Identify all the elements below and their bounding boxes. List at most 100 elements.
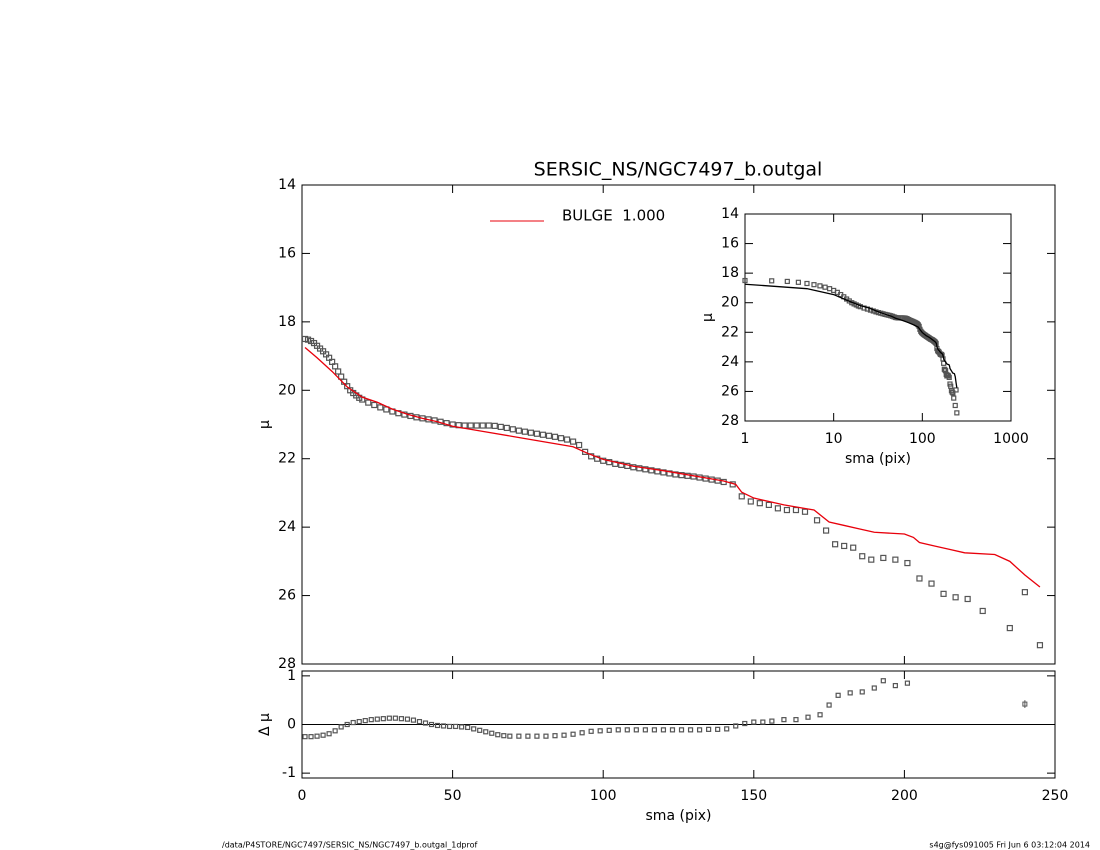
y-tick-label: 28	[278, 656, 296, 672]
data-point	[850, 544, 857, 551]
data-point	[1006, 624, 1013, 632]
data-point	[817, 283, 823, 289]
x-tick-label: 100	[590, 788, 617, 804]
data-point	[465, 724, 471, 731]
data-point	[642, 727, 648, 733]
y-tick-label: 22	[278, 451, 296, 467]
data-point	[724, 726, 730, 732]
data-point	[801, 508, 809, 515]
data-point	[471, 726, 477, 732]
data-point	[841, 542, 848, 550]
y-tick-label: 16	[721, 236, 739, 252]
data-point	[636, 465, 643, 472]
data-point	[859, 689, 865, 695]
x-tick-label: 100	[909, 431, 936, 447]
model-line	[744, 283, 958, 388]
data-point	[952, 402, 958, 409]
data-point	[832, 541, 839, 548]
data-point	[416, 718, 423, 725]
data-point	[332, 728, 338, 734]
data-point	[597, 728, 603, 734]
y-tick-label: 18	[278, 314, 296, 330]
data-point	[904, 559, 911, 567]
data-point	[467, 422, 474, 429]
data-point	[501, 733, 507, 739]
data-point	[781, 717, 787, 723]
data-point	[892, 682, 898, 689]
y-tick-label: 18	[721, 265, 739, 281]
data-point	[507, 733, 513, 739]
data-point	[612, 460, 619, 467]
data-point	[835, 692, 841, 698]
data-point	[932, 339, 938, 345]
data-point	[954, 410, 960, 416]
data-point	[302, 734, 308, 740]
data-point	[374, 716, 380, 722]
data-point	[459, 724, 465, 730]
data-point	[509, 426, 516, 433]
data-point	[950, 390, 956, 396]
data-point	[570, 731, 576, 737]
data-point	[1021, 589, 1028, 596]
data-point	[822, 527, 830, 534]
data-point	[479, 422, 486, 429]
x-tick-label: 1	[741, 431, 750, 447]
data-point	[742, 720, 748, 727]
data-point	[769, 718, 775, 724]
data-point	[543, 733, 549, 739]
data-point	[696, 727, 703, 733]
data-point	[847, 690, 853, 696]
y-tick-label: 16	[278, 245, 296, 261]
data-point	[774, 505, 781, 512]
data-point	[811, 282, 817, 288]
data-point	[769, 278, 775, 284]
data-point	[320, 732, 326, 738]
data-point	[410, 717, 417, 723]
data-point	[946, 374, 952, 380]
data-point	[344, 721, 350, 728]
data-point	[783, 506, 791, 514]
data-point	[953, 387, 959, 393]
data-point	[952, 594, 959, 601]
data-point	[642, 466, 649, 473]
data-point	[606, 459, 613, 466]
data-point	[371, 401, 378, 409]
data-point	[404, 716, 411, 722]
data-point	[356, 718, 362, 725]
data-point	[600, 457, 607, 464]
y-tick-label: 28	[721, 413, 739, 429]
data-point	[557, 435, 565, 442]
plot-frame	[744, 213, 1012, 422]
y-tick-label: 22	[721, 324, 739, 340]
y-axis-label: μ	[257, 420, 273, 429]
data-point	[660, 469, 667, 476]
data-point	[738, 493, 745, 500]
data-point	[503, 424, 510, 432]
data-point	[868, 556, 875, 563]
data-point	[760, 719, 766, 725]
data-point	[892, 556, 899, 563]
data-point	[606, 727, 612, 733]
x-tick-label: 200	[891, 788, 918, 804]
data-point	[648, 467, 655, 474]
data-point	[483, 729, 489, 735]
data-point	[521, 428, 528, 435]
data-point	[485, 422, 492, 429]
x-tick-label: 250	[1042, 788, 1069, 804]
data-point	[551, 433, 559, 440]
data-point	[422, 720, 429, 726]
data-point	[449, 421, 456, 428]
data-point	[335, 368, 342, 375]
data-point	[751, 719, 757, 725]
y-tick-label: 1	[287, 668, 296, 684]
data-point	[706, 726, 712, 732]
data-point	[793, 717, 799, 723]
y-tick-label: 14	[278, 177, 296, 193]
y-axis-label: μ	[700, 313, 716, 322]
y-tick-label: 20	[278, 382, 296, 398]
plot-frame	[301, 184, 1056, 665]
y-tick-label: -1	[282, 765, 296, 781]
data-point	[672, 471, 679, 478]
data-point	[477, 727, 483, 733]
data-point	[826, 702, 832, 708]
